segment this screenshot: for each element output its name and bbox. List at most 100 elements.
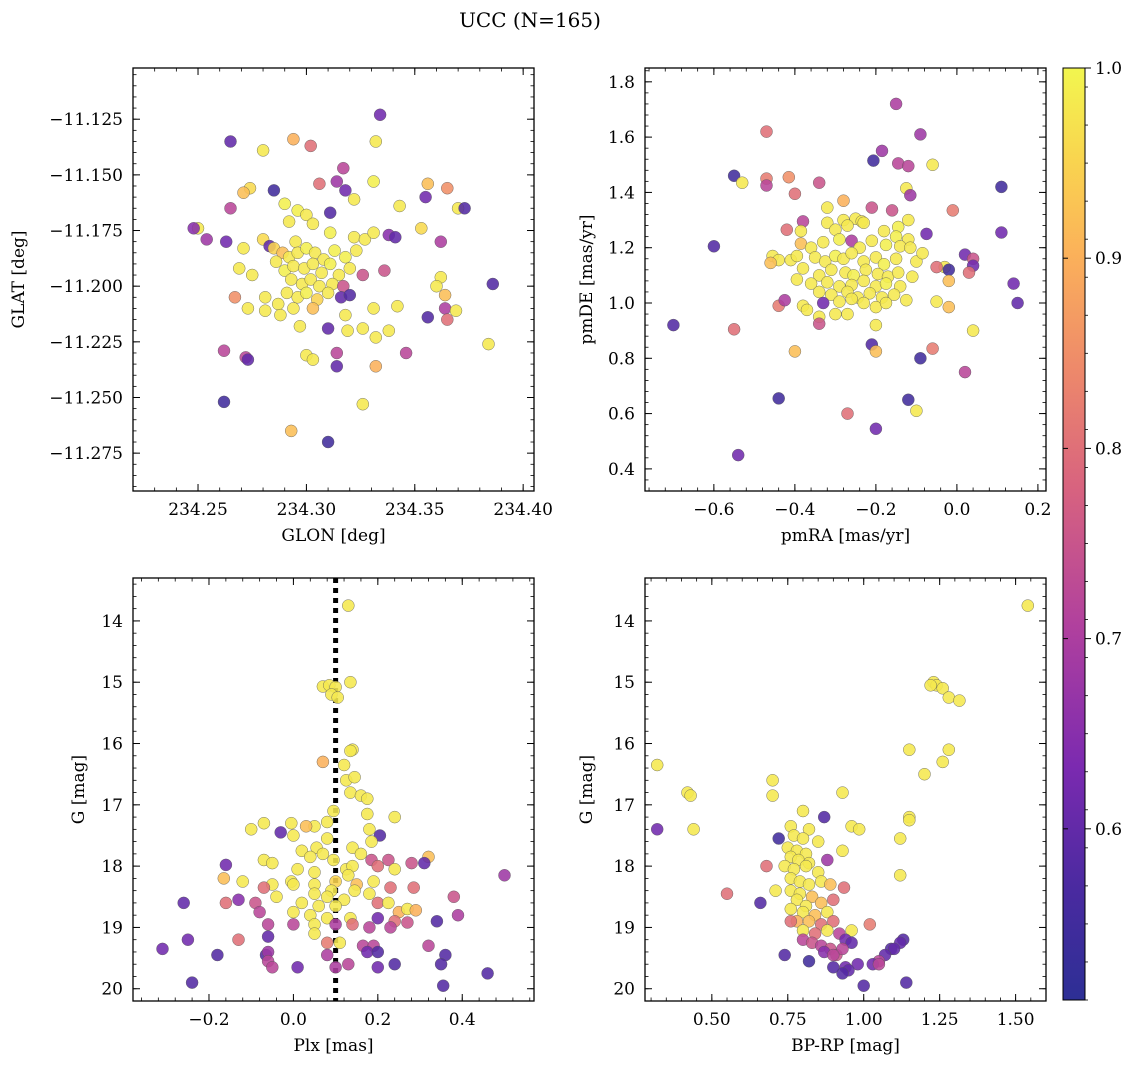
scatter-point bbox=[321, 890, 334, 903]
scatter-point bbox=[805, 890, 819, 903]
scatter-point bbox=[259, 304, 272, 317]
scatter-point bbox=[306, 217, 320, 231]
scatter-point bbox=[869, 422, 883, 435]
scatter-point bbox=[330, 360, 343, 373]
scatter-point bbox=[821, 201, 834, 214]
scatter-point bbox=[266, 856, 279, 870]
scatter-point bbox=[799, 859, 813, 873]
scatter-point bbox=[388, 958, 401, 971]
y-tick-label: 0.6 bbox=[608, 405, 635, 425]
scatter-point bbox=[769, 884, 782, 897]
scatter-point bbox=[869, 345, 883, 358]
scatter-point bbox=[841, 219, 854, 232]
scatter-point bbox=[914, 352, 927, 365]
scatter-point bbox=[285, 424, 298, 438]
scatter-point bbox=[894, 869, 907, 882]
scatter-point bbox=[287, 302, 300, 315]
scatter-point bbox=[312, 899, 325, 913]
scatter-point bbox=[812, 835, 825, 848]
scatter-point bbox=[818, 810, 831, 824]
scatter-point bbox=[942, 263, 955, 276]
scatter-point bbox=[434, 958, 448, 971]
scatter-point bbox=[342, 869, 355, 882]
scatter-point bbox=[285, 817, 298, 830]
x-tick-label: 1.00 bbox=[845, 1010, 883, 1030]
scatter-point bbox=[321, 832, 334, 845]
scatter-point bbox=[339, 184, 352, 197]
scatter-point bbox=[278, 197, 291, 211]
scatter-point bbox=[920, 227, 933, 241]
y-tick-label: 20 bbox=[101, 980, 123, 1000]
scatter-point bbox=[266, 961, 279, 974]
scatter-point bbox=[918, 768, 931, 781]
scatter-point bbox=[289, 235, 302, 248]
panel-1: 234.25 234.30 234.35 234.40 −11.125 −11.150 −1… bbox=[9, 67, 553, 546]
scatter-point bbox=[857, 296, 870, 310]
scatter-point bbox=[441, 181, 454, 195]
scatter-point bbox=[354, 847, 368, 861]
scatter-point bbox=[813, 176, 826, 189]
scatter-point bbox=[321, 435, 335, 449]
scatter-point bbox=[343, 262, 356, 275]
scatter-point bbox=[306, 257, 320, 271]
scatter-point bbox=[269, 255, 283, 268]
scatter-point bbox=[804, 277, 818, 290]
scatter-point bbox=[958, 365, 972, 379]
scatter-point bbox=[754, 896, 767, 910]
scatter-point bbox=[953, 694, 966, 707]
scatter-point bbox=[782, 170, 795, 184]
scatter-point bbox=[821, 924, 834, 937]
y-tick-label: 1.6 bbox=[608, 128, 635, 148]
x-tick-label: 234.30 bbox=[277, 500, 336, 520]
y-tick-label: 18 bbox=[101, 857, 123, 877]
scatter-point bbox=[889, 97, 903, 111]
scatter-point bbox=[824, 878, 837, 891]
scatter-point bbox=[877, 224, 891, 238]
scatter-point bbox=[451, 909, 465, 922]
scatter-point bbox=[418, 856, 431, 870]
scatter-point bbox=[936, 755, 949, 769]
scatter-point bbox=[327, 804, 340, 818]
scatter-point bbox=[887, 942, 901, 956]
scatter-point bbox=[788, 345, 802, 358]
scatter-point bbox=[438, 288, 452, 302]
scatter-point bbox=[388, 863, 401, 876]
scatter-point bbox=[877, 258, 891, 271]
scatter-point bbox=[1021, 599, 1035, 612]
y-tick-label: 19 bbox=[613, 918, 635, 938]
scatter-point bbox=[328, 244, 341, 257]
scatter-point bbox=[344, 786, 357, 799]
scatter-point bbox=[879, 296, 893, 310]
scatter-point bbox=[827, 915, 840, 928]
scatter-point bbox=[324, 226, 337, 239]
scatter-point bbox=[371, 912, 384, 925]
scatter-points bbox=[156, 599, 511, 992]
scatter-point bbox=[825, 263, 838, 276]
scatter-point bbox=[872, 958, 886, 971]
scatter-point bbox=[857, 274, 870, 288]
scatter-point bbox=[833, 295, 846, 308]
scatter-point bbox=[732, 448, 745, 462]
x-tick-label: −0.6 bbox=[693, 500, 734, 520]
y-tick-label: −11.175 bbox=[49, 222, 123, 242]
scatter-point bbox=[324, 257, 337, 271]
scatter-point bbox=[760, 125, 773, 138]
x-axis-label: GLON [deg] bbox=[281, 526, 385, 546]
panel-2: −0.6 −0.4 −0.2 0.0 0.2 0.4 0.6 0.8 1.0 1.2 1.4 1.6 1… bbox=[577, 67, 1051, 546]
scatter-point bbox=[304, 850, 317, 864]
scatter-point bbox=[766, 789, 779, 802]
scatter-point bbox=[287, 259, 300, 273]
scatter-point bbox=[916, 246, 929, 260]
scatter-point bbox=[329, 961, 342, 974]
scatter-point bbox=[346, 918, 359, 931]
scatter-point bbox=[778, 294, 791, 307]
scatter-point bbox=[219, 858, 233, 872]
scatter-point bbox=[330, 175, 343, 188]
colorbar: 0.6 0.7 0.8 0.9 1.0 bbox=[1062, 59, 1122, 1001]
scatter-point bbox=[382, 896, 395, 910]
scatter-point bbox=[371, 859, 384, 873]
scatter-point bbox=[926, 158, 939, 172]
scatter-point bbox=[865, 234, 878, 248]
scatter-point bbox=[280, 286, 294, 300]
scatter-point bbox=[373, 108, 387, 122]
